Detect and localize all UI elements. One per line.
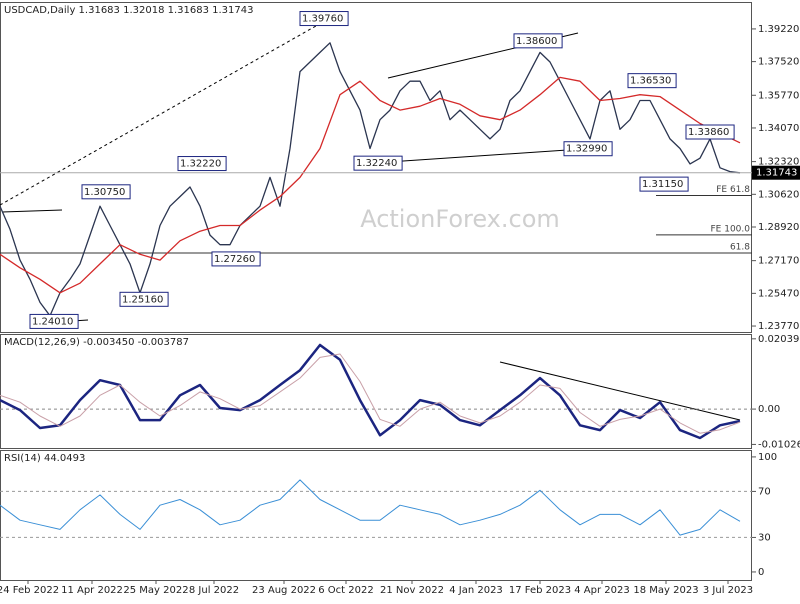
price-frame xyxy=(0,2,752,333)
fib-label: 61.8 xyxy=(730,242,750,252)
series-line xyxy=(0,76,741,294)
annotation-box xyxy=(211,251,261,267)
x-tick-label: 11 Apr 2022 xyxy=(61,585,123,596)
annotation-box xyxy=(299,11,349,27)
annotation-label: 1.30750 xyxy=(84,187,125,198)
annotation-box xyxy=(513,33,563,49)
macd-frame xyxy=(0,334,752,449)
rsi-title: RSI(14) 44.0493 xyxy=(4,453,85,464)
y-tick-label: 0 xyxy=(758,567,764,578)
y-tick-label: 70 xyxy=(758,486,771,497)
x-tick-label: 23 Aug 2022 xyxy=(252,585,316,596)
annotation-label: 1.25160 xyxy=(122,294,163,305)
series-line xyxy=(0,343,741,440)
annotation-label: 1.38600 xyxy=(516,36,557,47)
y-tick-label: -0.01026 xyxy=(758,439,800,450)
last-price-label: 1.31743 xyxy=(756,168,797,179)
annotation-box xyxy=(81,184,131,200)
x-tick-label: 3 Jul 2023 xyxy=(703,585,753,596)
annotation-box xyxy=(119,291,169,307)
fib-label: FE 100.0 xyxy=(711,224,751,234)
macd-title: MACD(12,26,9) -0.003450 -0.003787 xyxy=(4,337,189,348)
y-tick-label: 0.00 xyxy=(758,404,780,415)
annotation-label: 1.31150 xyxy=(642,179,683,190)
frames xyxy=(0,2,752,581)
annotation-box xyxy=(627,73,677,89)
y-tick-label: 1.23770 xyxy=(758,321,799,332)
annotation-label: 1.36530 xyxy=(630,76,671,87)
trend-line xyxy=(1,209,63,213)
annotation-box xyxy=(685,124,735,140)
y-tick-label: 1.34070 xyxy=(758,123,799,134)
x-tick-label: 4 Apr 2023 xyxy=(574,585,629,596)
annotation-label: 1.32990 xyxy=(566,144,607,155)
y-tick-label: 30 xyxy=(758,532,771,543)
annotation-label: 1.32220 xyxy=(180,159,221,170)
x-tick-label: 25 May 2022 xyxy=(123,585,188,596)
annotation-box xyxy=(563,141,613,157)
annotation-label: 1.39760 xyxy=(302,14,343,25)
annotation-label: 1.32240 xyxy=(356,158,397,169)
y-tick-label: 0.020399 xyxy=(758,334,800,345)
x-tick-label: 17 Feb 2023 xyxy=(509,585,571,596)
last-price-box xyxy=(752,165,800,180)
y-tick-label: 100 xyxy=(758,452,777,463)
y-tick-label: 1.27170 xyxy=(758,256,799,267)
y-tick-label: 1.35770 xyxy=(758,90,799,101)
annotation-box xyxy=(639,176,689,192)
price-title: USDCAD,Daily 1.31683 1.32018 1.31683 1.3… xyxy=(4,5,254,16)
y-tick-label: 1.39220 xyxy=(758,24,799,35)
annotation-label: 1.24010 xyxy=(32,316,73,327)
trend-line xyxy=(499,361,741,421)
annotation-label: 1.33860 xyxy=(688,127,729,138)
y-tick-label: 1.25470 xyxy=(758,288,799,299)
x-tick-label: 6 Oct 2022 xyxy=(318,585,373,596)
series-line xyxy=(0,479,741,536)
annotation-label: 1.27260 xyxy=(214,254,255,265)
x-tick-label: 21 Nov 2022 xyxy=(380,585,444,596)
fib-label: FE 61.8 xyxy=(716,185,750,195)
annotation-box xyxy=(29,313,79,329)
series-line xyxy=(0,353,741,434)
trend-line xyxy=(372,147,598,164)
x-tick-label: 18 May 2023 xyxy=(633,585,698,596)
y-tick-label: 1.28920 xyxy=(758,222,799,233)
annotation-box xyxy=(353,155,403,171)
y-tick-label: 1.30620 xyxy=(758,189,799,200)
x-tick-label: 8 Jul 2022 xyxy=(189,585,239,596)
x-tick-label: 4 Jan 2023 xyxy=(449,585,503,596)
y-tick-label: 1.32320 xyxy=(758,157,799,168)
series-line xyxy=(0,42,741,317)
y-tick-label: 1.37520 xyxy=(758,57,799,68)
rsi-frame xyxy=(0,450,752,581)
x-tick-label: 24 Feb 2022 xyxy=(0,585,59,596)
watermark: ActionForex.com xyxy=(360,205,560,233)
annotation-box xyxy=(177,156,227,172)
